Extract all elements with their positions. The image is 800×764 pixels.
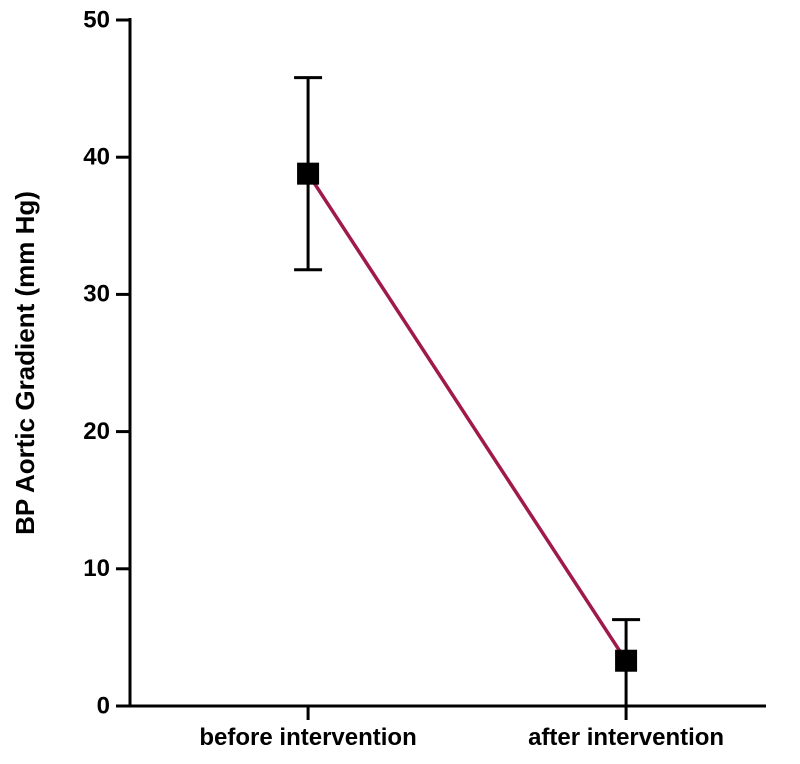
connector-line <box>308 174 626 661</box>
y-tick-label: 10 <box>83 555 110 582</box>
category-labels: before intervention after intervention <box>199 706 724 751</box>
y-axis-title: BP Aortic Gradient (mm Hg) <box>10 191 40 535</box>
y-tick-label: 0 <box>97 692 110 719</box>
y-ticks: 0 10 20 30 40 50 <box>83 6 130 719</box>
chart-container: BP Aortic Gradient (mm Hg) 0 10 20 30 40 50 b… <box>0 0 800 764</box>
y-tick-label: 20 <box>83 418 110 445</box>
y-tick-label: 50 <box>83 6 110 33</box>
data-marker <box>615 650 637 672</box>
y-tick-label: 30 <box>83 281 110 308</box>
chart-svg: BP Aortic Gradient (mm Hg) 0 10 20 30 40 50 b… <box>0 0 800 764</box>
category-label: after intervention <box>528 724 724 751</box>
data-marker <box>297 163 319 185</box>
error-bars <box>294 78 640 706</box>
category-label: before intervention <box>199 724 416 751</box>
y-tick-label: 40 <box>83 144 110 171</box>
